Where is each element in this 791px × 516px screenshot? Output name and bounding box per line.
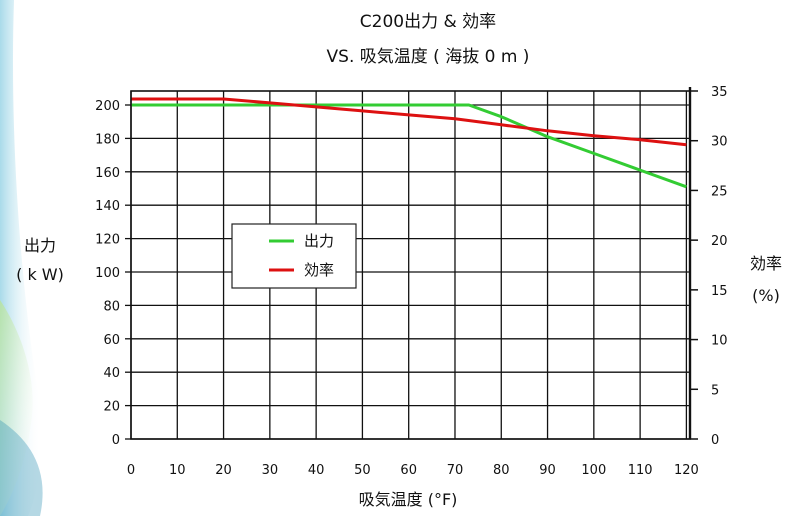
- y-left-tick-label: 0: [112, 433, 120, 448]
- chart-title-line2: VS. 吸気温度 ( 海抜 0 m ): [327, 47, 530, 67]
- legend-box: [231, 223, 357, 289]
- legend: 出力 効率: [231, 223, 357, 289]
- y-right-tick-label: 10: [711, 334, 728, 349]
- y-left-tick-label: 160: [95, 166, 120, 181]
- y-right-axis-title-line1: 効率: [750, 254, 782, 273]
- y-right-tick-label: 5: [711, 383, 719, 398]
- y-right-axis-title-line2: (%): [752, 286, 780, 305]
- y-left-tick-label: 80: [103, 299, 120, 314]
- y-left-tick-label: 20: [103, 400, 120, 415]
- x-tick-label: 90: [539, 463, 556, 478]
- x-tick-label: 110: [628, 463, 653, 478]
- x-tick-label: 0: [127, 463, 135, 478]
- x-tick-label: 50: [354, 463, 371, 478]
- y-right-tick-label: 30: [711, 135, 728, 150]
- x-tick-label: 10: [169, 463, 186, 478]
- y-left-tick-label: 120: [95, 233, 120, 248]
- x-tick-label: 70: [447, 463, 464, 478]
- y-left-axis-title-line2: ( k W): [16, 265, 64, 284]
- y-right-tick-label: 25: [711, 184, 728, 199]
- y-right-tick-label: 35: [711, 85, 728, 100]
- x-tick-label: 100: [581, 463, 606, 478]
- x-tick-label: 30: [262, 463, 279, 478]
- plot-frame: [130, 90, 691, 440]
- y-right-tick-label: 20: [711, 234, 728, 249]
- y-left-axis-title-line1: 出力: [24, 236, 56, 255]
- x-axis-title: 吸気温度 (°F): [359, 490, 458, 509]
- chart-title-line1: C200出力 & 効率: [360, 12, 496, 32]
- axes: [125, 87, 698, 440]
- y-left-tick-label: 40: [103, 366, 120, 381]
- series-line-efficiency: [131, 97, 687, 147]
- x-tick-label: 80: [493, 463, 510, 478]
- y-left-tick-label: 60: [103, 333, 120, 348]
- ticks: 0 10 20 30 40 50 60 70 80 90 100 110 120020406080100…: [95, 85, 727, 478]
- y-left-tick-label: 100: [95, 266, 120, 281]
- grid: [130, 91, 690, 440]
- x-tick-label: 60: [400, 463, 417, 478]
- y-left-tick-label: 180: [95, 132, 120, 147]
- legend-label-output: 出力: [304, 232, 334, 250]
- y-right-tick-label: 15: [711, 284, 728, 299]
- y-right-tick-label: 0: [711, 433, 719, 448]
- x-tick-label: 120: [674, 463, 699, 478]
- series-line-output: [131, 103, 687, 189]
- y-left-tick-label: 200: [95, 99, 120, 114]
- x-tick-label: 40: [308, 463, 325, 478]
- legend-label-efficiency: 効率: [304, 261, 334, 279]
- x-tick-label: 20: [215, 463, 232, 478]
- y-left-tick-label: 140: [95, 199, 120, 214]
- series-layer: [131, 97, 687, 189]
